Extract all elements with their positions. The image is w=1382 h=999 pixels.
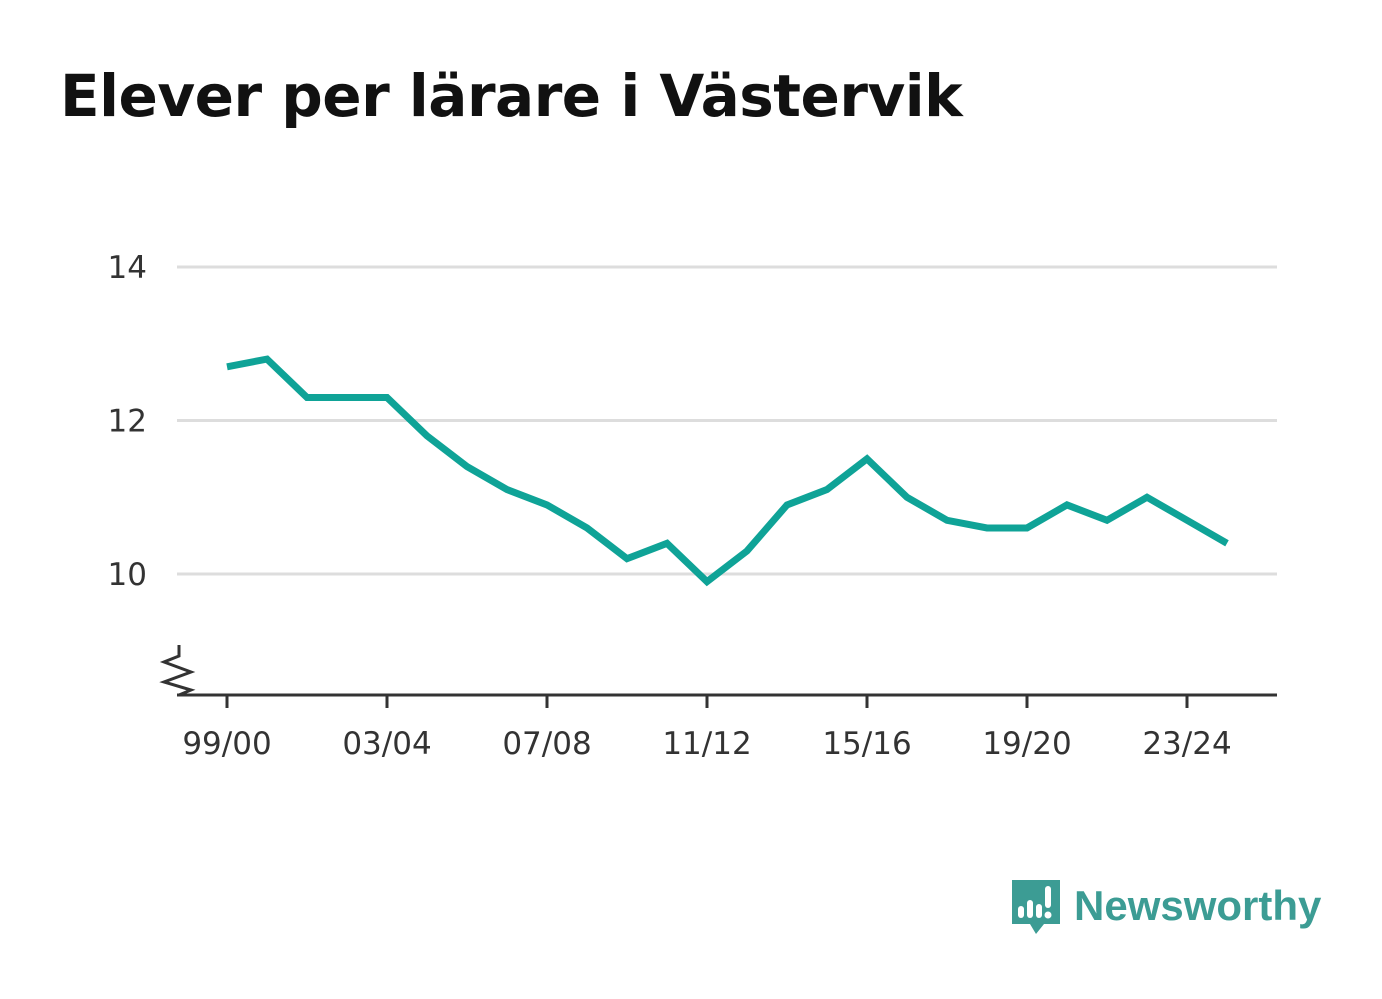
- series-line: [226, 355, 1229, 587]
- gridlines: [177, 265, 1277, 576]
- axes: [159, 645, 1277, 708]
- newsworthy-logo-icon: [1012, 880, 1060, 934]
- y-tick-label: 12: [108, 404, 147, 440]
- x-tick-label: 07/08: [502, 726, 591, 762]
- x-tick-label: 03/04: [342, 726, 431, 762]
- x-tick-label: 19/20: [982, 726, 1071, 762]
- x-tick-label: 23/24: [1142, 726, 1231, 762]
- x-tick-label: 15/16: [822, 726, 911, 762]
- y-tick-label: 14: [108, 250, 147, 286]
- x-tick-label: 11/12: [662, 726, 751, 762]
- series-layer: [226, 355, 1229, 587]
- y-tick-label: 10: [108, 557, 147, 593]
- axis-break-icon: [159, 645, 196, 697]
- brand-name: Newsworthy: [1074, 882, 1322, 929]
- chart-title: Elever per lärare i Västervik: [60, 62, 963, 130]
- brand-logo: Newsworthy: [1010, 876, 1321, 936]
- x-tick-label: 99/00: [182, 726, 271, 762]
- tick-labels: 10 12 14 99/00 03/04 07/08 11/12 15/16 19/20 23/2…: [108, 250, 1232, 762]
